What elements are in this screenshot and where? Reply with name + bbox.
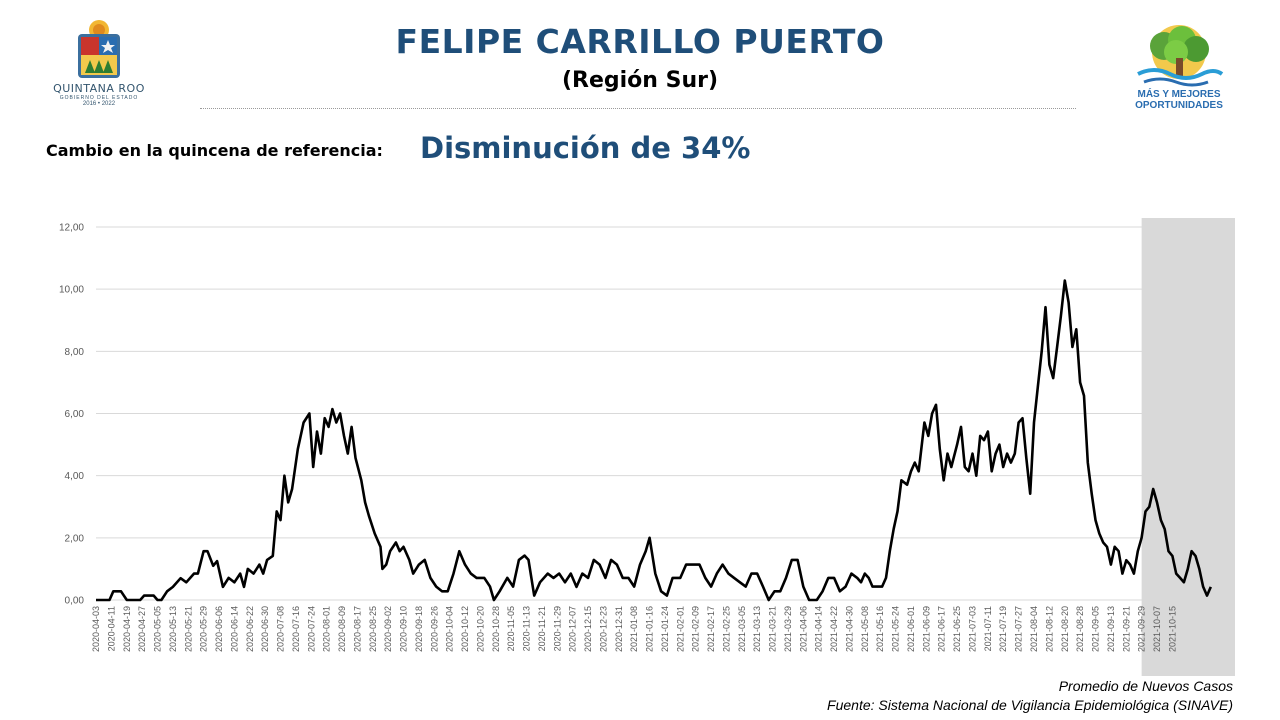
x-tick-label: 2020-11-05 — [506, 606, 516, 651]
x-tick-label: 2021-03-29 — [783, 606, 793, 652]
x-tick-label: 2021-09-13 — [1106, 606, 1116, 652]
page-title: FELIPE CARRILLO PUERTO — [395, 22, 885, 61]
x-tick-label: 2021-03-13 — [752, 606, 762, 652]
x-tick-label: 2020-09-26 — [429, 606, 439, 652]
x-tick-label: 2020-04-19 — [122, 606, 132, 652]
x-tick-label: 2020-11-13 — [522, 606, 532, 651]
x-tick-label: 2021-04-22 — [829, 606, 839, 652]
x-tick-label: 2020-12-31 — [614, 606, 624, 652]
x-tick-label: 2020-05-21 — [183, 606, 193, 652]
change-label: Cambio en la quincena de referencia: — [46, 141, 383, 160]
x-tick-label: 2020-04-11 — [106, 606, 116, 651]
x-tick-label: 2021-05-24 — [891, 606, 901, 652]
x-tick-label: 2021-02-17 — [706, 606, 716, 652]
y-tick-label: 8,00 — [65, 347, 85, 358]
x-tick-label: 2021-09-29 — [1137, 606, 1147, 652]
logo-left-years: 2016 • 2022 — [82, 101, 116, 107]
source-note-2: Fuente: Sistema Nacional de Vigilancia E… — [827, 697, 1233, 713]
x-tick-label: 2020-11-29 — [552, 606, 562, 651]
x-tick-label: 2020-08-09 — [337, 606, 347, 652]
x-tick-label: 2020-08-01 — [322, 606, 332, 652]
y-tick-label: 0,00 — [65, 596, 85, 607]
x-tick-label: 2020-07-08 — [276, 606, 286, 652]
x-tick-label: 2020-10-20 — [475, 606, 485, 652]
x-tick-label: 2021-02-09 — [691, 606, 701, 652]
x-tick-label: 2020-12-15 — [583, 606, 593, 652]
x-tick-label: 2021-05-16 — [875, 606, 885, 652]
x-tick-label: 2020-12-07 — [568, 606, 578, 652]
y-tick-label: 12,00 — [59, 223, 84, 234]
y-tick-label: 2,00 — [65, 533, 85, 544]
x-tick-label: 2021-10-15 — [1167, 606, 1177, 652]
x-tick-label: 2020-12-23 — [598, 606, 608, 652]
new-cases-line-chart: 0,00 2,00 4,00 6,00 8,00 10,00 12,00 2020-04-0… — [59, 218, 1235, 676]
x-tick-label: 2021-07-19 — [998, 606, 1008, 652]
coat-of-arms-icon — [78, 20, 120, 78]
x-tick-label: 2020-09-02 — [383, 606, 393, 652]
x-tick-label: 2021-09-05 — [1091, 606, 1101, 652]
x-tick-label: 2020-05-13 — [168, 606, 178, 652]
x-tick-label: 2021-01-24 — [660, 606, 670, 652]
x-tick-label: 2021-06-25 — [952, 606, 962, 652]
x-tick-label: 2021-05-08 — [860, 606, 870, 652]
x-tick-label: 2020-10-12 — [460, 606, 470, 652]
source-note-1: Promedio de Nuevos Casos — [1058, 678, 1233, 694]
x-tick-label: 2021-06-17 — [937, 606, 947, 652]
page-subtitle: (Región Sur) — [561, 68, 719, 93]
x-tick-label: 2020-05-29 — [199, 606, 209, 652]
x-tick-label: 2021-10-07 — [1152, 606, 1162, 652]
x-tick-label: 2021-01-16 — [645, 606, 655, 652]
x-tick-label: 2021-04-06 — [798, 606, 808, 652]
x-tick-label: 2020-05-05 — [153, 606, 163, 652]
logo-left-line2: GOBIERNO DEL ESTADO — [59, 95, 139, 101]
x-tick-label: 2021-08-04 — [1029, 606, 1039, 652]
x-tick-label: 2020-08-25 — [368, 606, 378, 652]
y-tick-label: 10,00 — [59, 285, 84, 296]
x-tick-label: 2021-06-09 — [921, 606, 931, 652]
x-tick-label: 2021-02-01 — [675, 606, 685, 652]
logo-right-line1: MÁS Y MEJORES — [1137, 89, 1221, 100]
x-tick-label: 2020-10-28 — [491, 606, 501, 652]
x-tick-label: 2021-07-03 — [967, 606, 977, 652]
x-tick-label: 2020-08-17 — [352, 606, 362, 652]
x-tick-label: 2021-09-21 — [1121, 606, 1131, 652]
x-tick-label: 2021-01-08 — [629, 606, 639, 652]
header-divider — [200, 108, 1076, 109]
mas-oportunidades-logo: MÁS Y MEJORES OPORTUNIDADES — [1124, 22, 1234, 114]
logo-right-line2: OPORTUNIDADES — [1135, 100, 1223, 111]
x-tick-label: 2020-11-21 — [537, 606, 547, 651]
x-tick-label: 2020-09-10 — [399, 606, 409, 652]
x-tick-label: 2020-06-22 — [245, 606, 255, 652]
x-tick-label: 2021-08-12 — [1044, 606, 1054, 652]
x-tick-label: 2021-04-30 — [844, 606, 854, 652]
x-tick-label: 2021-07-11 — [983, 606, 993, 651]
x-tick-label: 2021-08-20 — [1060, 606, 1070, 652]
x-tick-label: 2021-03-21 — [768, 606, 778, 652]
quintana-roo-logo: QUINTANA ROO GOBIERNO DEL ESTADO 2016 • … — [44, 18, 154, 114]
x-tick-label: 2020-04-27 — [137, 606, 147, 652]
logo-left-name: QUINTANA ROO — [53, 82, 145, 95]
x-tick-label: 2020-06-14 — [229, 606, 239, 652]
tree-logo-icon — [1137, 25, 1224, 87]
x-tick-label: 2020-07-24 — [306, 606, 316, 652]
x-tick-label: 2021-08-28 — [1075, 606, 1085, 652]
x-tick-label: 2021-03-05 — [737, 606, 747, 652]
y-tick-label: 6,00 — [65, 409, 85, 420]
change-value: Disminución de 34% — [420, 131, 751, 165]
x-tick-label: 2020-04-03 — [91, 606, 101, 652]
x-tick-label: 2021-07-27 — [1014, 606, 1024, 652]
x-tick-label: 2021-04-14 — [814, 606, 824, 652]
x-tick-label: 2020-09-18 — [414, 606, 424, 652]
x-tick-label: 2020-07-16 — [291, 606, 301, 652]
series-line — [96, 279, 1212, 602]
x-tick-label: 2020-06-06 — [214, 606, 224, 652]
x-tick-label: 2021-02-25 — [721, 606, 731, 652]
x-tick-label: 2020-06-30 — [260, 606, 270, 652]
x-tick-label: 2021-06-01 — [906, 606, 916, 652]
x-tick-label: 2020-10-04 — [445, 606, 455, 652]
y-tick-label: 4,00 — [65, 471, 85, 482]
